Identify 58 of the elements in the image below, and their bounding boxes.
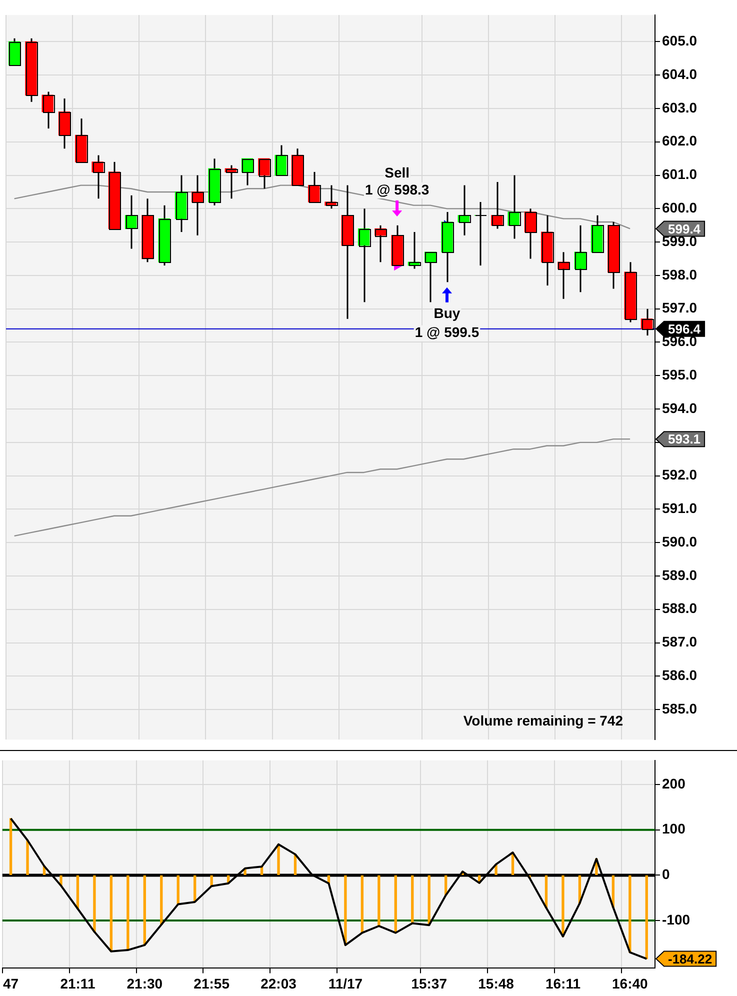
y-tick-label: 601.0 [662,166,698,182]
x-tick-label: 21:55 [194,975,230,992]
y-tick-label: 200 [662,775,686,792]
y-tick-label: 585.0 [662,700,698,716]
bar [645,875,648,960]
x-tick-label: 21:11 [60,975,96,992]
bar [126,875,130,950]
bar [562,875,564,937]
annotation: Buy [434,305,460,322]
x-tick-label: 15:48 [478,975,514,992]
y-tick-label: 590.0 [662,533,698,550]
y-tick-label: 600.0 [662,200,698,216]
y-tick-label: 595.0 [662,366,698,382]
x-tick-label: 16:40 [612,975,648,992]
y-tick-label: 0 [662,866,670,882]
bar [378,875,380,926]
bar [344,875,347,946]
bar [110,875,113,952]
candlestick [25,38,38,103]
annotation: 1 @ 598.3 [364,181,430,198]
y-tick-label: 597.0 [662,300,698,316]
y-tick-label: 589.0 [662,566,698,583]
bar [9,818,12,876]
y-tick-label: 592.0 [662,466,698,483]
y-tick-label: 602.0 [662,132,698,149]
text: -184.22 [668,951,712,966]
y-tick-label: 100 [662,820,686,837]
bar [160,875,163,925]
y-tick-label: 588.0 [662,600,698,616]
bar [143,875,146,946]
y-tick-label: 603.0 [662,99,698,116]
text: 593.1 [668,432,701,447]
bar [93,875,96,932]
y-tick-label: 587.0 [662,634,698,650]
y-tick-label: 604.0 [662,66,698,82]
annotation: 1 @ 599.5 [414,324,480,340]
bar [394,875,397,934]
y-tick-label: 605.0 [662,32,698,49]
candlestick [208,158,221,206]
annotation: Volume remaining = 742 [463,712,624,728]
candlestick [624,261,637,323]
bar [411,875,414,924]
bar [360,875,364,934]
x-tick-label: 11/17 [328,975,363,992]
y-tick-label: 586.0 [662,667,698,684]
y-tick-label: 598.0 [662,266,698,282]
annotation: Sell [384,164,410,180]
x-tick-label: 21:30 [126,975,163,992]
bar [26,840,29,876]
y-tick-label: 591.0 [662,500,698,516]
bar [628,875,632,953]
bar [277,844,280,876]
x-tick-label: 16:11 [545,975,581,992]
y-tick-label: 594.0 [662,400,698,416]
y-tick-label: -100 [662,911,690,928]
x-tick-label: 15:37 [411,975,448,992]
x-tick-label: 47 [2,975,19,992]
x-tick-label: 22:03 [260,975,297,992]
